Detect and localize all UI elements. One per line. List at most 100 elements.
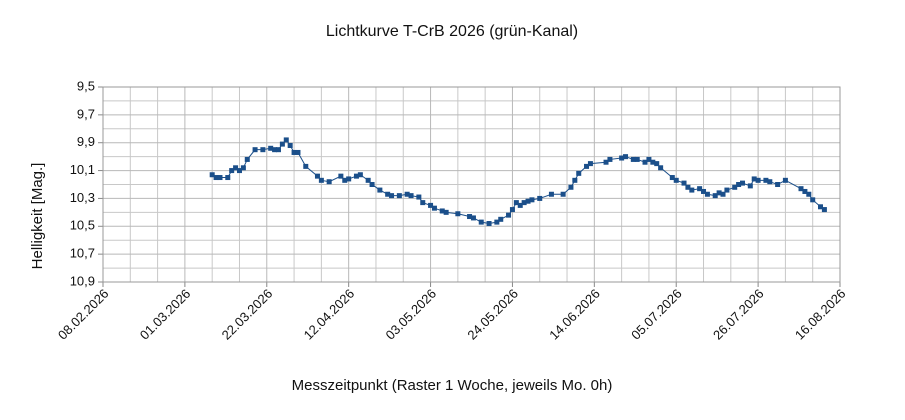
data-point [732, 184, 738, 190]
data-point [431, 205, 437, 211]
data-point [408, 193, 414, 199]
data-point [810, 197, 816, 203]
data-point [623, 154, 629, 160]
data-point [650, 159, 656, 165]
data-point [658, 165, 664, 171]
data-point [420, 200, 426, 206]
data-point [467, 214, 473, 220]
data-point [751, 176, 757, 182]
data-point [318, 177, 324, 183]
data-point [346, 176, 352, 182]
data-point [740, 180, 746, 186]
data-point [697, 186, 703, 192]
data-point [233, 165, 239, 171]
data-point [576, 170, 582, 176]
data-point [716, 190, 722, 196]
data-point [506, 212, 512, 218]
y-axis-label: Helligkeit [Mag.] [29, 163, 46, 270]
y-tick-label: 10,3 [70, 190, 95, 205]
data-point [428, 202, 434, 208]
data-point [806, 191, 812, 197]
data-point [572, 177, 578, 183]
data-point [377, 187, 383, 193]
data-point [455, 211, 461, 217]
data-point [642, 159, 648, 165]
y-tick-label: 10,9 [70, 273, 95, 288]
data-point [704, 191, 710, 197]
data-point [818, 204, 824, 210]
data-point [775, 182, 781, 187]
data-point [244, 156, 250, 162]
data-point [295, 149, 301, 155]
data-point [654, 161, 660, 167]
data-point [767, 179, 773, 185]
data-point [630, 156, 636, 162]
data-point [525, 198, 531, 204]
data-point [548, 191, 554, 197]
data-point [712, 193, 718, 199]
data-point [291, 149, 297, 155]
data-point [587, 161, 593, 167]
data-point [763, 177, 769, 183]
data-point [342, 177, 348, 183]
data-point [782, 177, 788, 183]
data-point [619, 155, 625, 161]
data-point [240, 165, 246, 171]
y-tick-label: 10,5 [70, 218, 95, 233]
data-point [225, 175, 231, 181]
data-point [353, 173, 359, 179]
data-point [357, 172, 363, 178]
data-point [478, 219, 484, 225]
data-point [537, 195, 543, 201]
plot-frame [102, 86, 841, 283]
data-point [326, 179, 332, 185]
data-point [513, 200, 519, 206]
y-tick-label: 9,5 [77, 78, 95, 93]
data-point [685, 184, 691, 190]
data-point [486, 221, 492, 226]
data-point [568, 184, 574, 190]
x-axis-label: Messzeitpunkt (Raster 1 Woche, jeweils M… [292, 377, 613, 394]
data-point [584, 163, 590, 169]
data-point [470, 215, 476, 221]
data-point [252, 147, 258, 153]
data-point [443, 209, 449, 215]
data-point [416, 194, 422, 200]
data-point [521, 200, 527, 206]
data-point [209, 172, 215, 178]
data-point [338, 173, 344, 179]
data-point [755, 177, 761, 183]
data-point [607, 156, 613, 162]
data-point [736, 182, 742, 187]
data-point [213, 175, 219, 181]
data-point [275, 147, 281, 153]
data-point [396, 193, 402, 199]
data-point [747, 183, 753, 189]
data-point [603, 159, 609, 165]
data-point [498, 216, 504, 222]
data-point [724, 187, 730, 193]
data-point [260, 147, 266, 153]
data-point [798, 186, 804, 192]
data-point [369, 182, 375, 187]
chart-title: Lichtkurve T-CrB 2026 (grün-Kanal) [326, 23, 578, 40]
data-point [560, 191, 566, 197]
y-tick-label: 9,7 [77, 106, 95, 121]
data-point [365, 177, 371, 183]
data-point [494, 219, 500, 225]
data-point [517, 202, 523, 208]
data-point [509, 207, 515, 213]
data-point [720, 191, 726, 197]
data-point [236, 168, 242, 174]
data-point [314, 173, 320, 179]
data-point [673, 177, 679, 183]
data-point [303, 163, 309, 169]
data-point [669, 175, 675, 181]
data-point [681, 180, 687, 186]
y-tick-label: 9,9 [77, 134, 95, 149]
data-point [217, 175, 223, 181]
data-point [701, 188, 707, 194]
data-point [272, 147, 278, 153]
data-point [821, 207, 827, 213]
